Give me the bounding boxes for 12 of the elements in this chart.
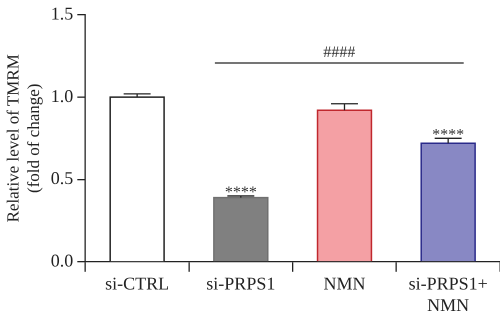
x-tick-label: si-CTRL — [105, 273, 170, 294]
annotation: **** — [224, 184, 257, 201]
y-tick-label: 0.0 — [50, 250, 74, 271]
y-tick-label: 1.0 — [50, 86, 74, 106]
x-tick-label: si-PRPS1 — [206, 273, 276, 294]
x-tick-label: si-PRPS1+ NMN — [408, 273, 488, 315]
y-tick-label: 0.5 — [50, 168, 74, 188]
annotation: **** — [432, 126, 464, 144]
y-axis-title: Relative level of TMRM (fold of change) — [4, 54, 44, 222]
y-tick-label: 1.5 — [50, 4, 74, 24]
annotation: #### — [323, 44, 356, 61]
x-tick-label: NMN — [323, 273, 366, 294]
